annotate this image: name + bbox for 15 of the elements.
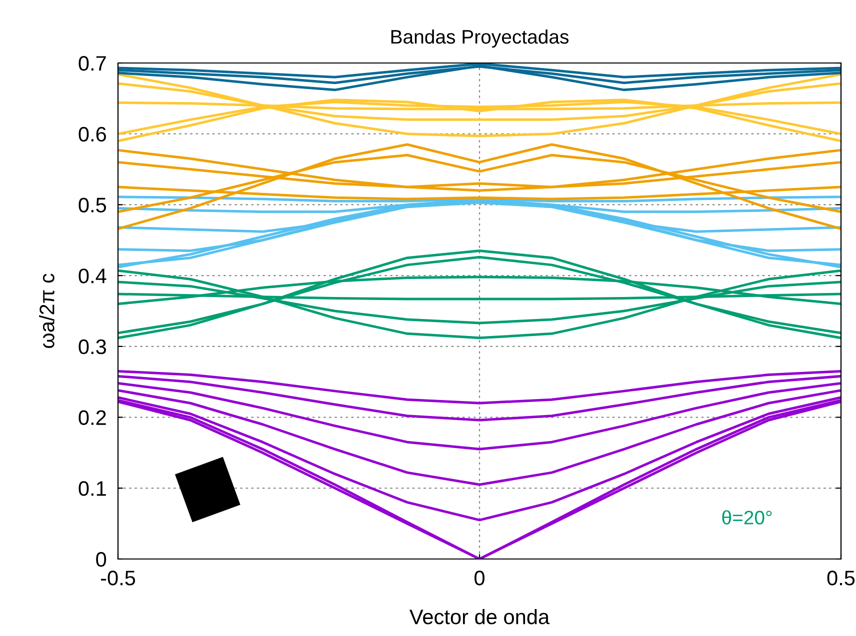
y-tick-label: 0.6	[78, 126, 106, 142]
y-tick-label: 0.3	[78, 339, 106, 354]
y-tick-label: 0.7	[78, 56, 106, 71]
y-tick-label: 0.2	[78, 410, 106, 426]
y-axis-title: ωa/2π c	[39, 274, 54, 348]
annotation: θ=20°	[722, 510, 772, 524]
y-tick-label: 0.5	[78, 198, 106, 212]
x-axis-title: Vector de onda	[410, 608, 550, 624]
y-tick-label: 0.4	[78, 268, 106, 284]
x-tick-label: -0.5	[100, 570, 136, 586]
x-tick-label: 0.5	[827, 570, 855, 586]
y-tick-label: 0	[96, 552, 106, 567]
chart-title: Bandas Proyectadas	[391, 29, 569, 48]
y-tick-label: 0.1	[78, 481, 106, 496]
x-tick-label: 0	[474, 570, 484, 586]
